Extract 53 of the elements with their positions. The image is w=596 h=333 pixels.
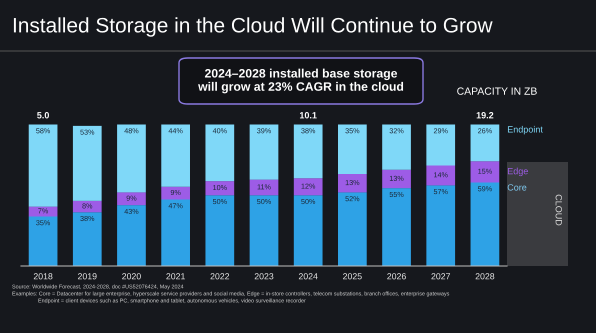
x-tick-label: 2024 xyxy=(298,273,318,280)
text: 10.1 xyxy=(300,112,317,118)
x-tick-label: 2018 xyxy=(34,273,52,280)
bar xyxy=(382,170,411,188)
bar xyxy=(161,186,190,200)
x-tick-label: 2021 xyxy=(166,273,185,280)
text: 19.2 xyxy=(476,112,494,118)
bar xyxy=(72,212,102,266)
bar xyxy=(470,161,500,183)
x-tick-label: 2026 xyxy=(387,273,406,280)
bar xyxy=(250,180,278,196)
bar xyxy=(205,124,234,182)
bar xyxy=(117,124,146,192)
bar xyxy=(294,178,323,196)
x-tick-label: 2023 xyxy=(254,273,274,280)
series-label: Edge xyxy=(508,168,528,176)
bar xyxy=(72,126,102,201)
bar xyxy=(338,192,367,266)
series-label: Core xyxy=(508,184,526,191)
bar xyxy=(250,195,278,266)
bar xyxy=(28,206,58,216)
bar xyxy=(426,166,456,186)
bar xyxy=(294,195,323,266)
bar xyxy=(250,124,278,180)
bar xyxy=(338,174,367,192)
bar xyxy=(470,124,500,162)
bar xyxy=(161,124,190,187)
bar xyxy=(28,124,58,207)
bar xyxy=(205,195,234,266)
bar xyxy=(382,124,411,170)
series-label: Endpoint xyxy=(508,126,543,134)
x-tick-label: 2025 xyxy=(343,273,362,280)
bar xyxy=(205,181,234,196)
x-tick-label: 2028 xyxy=(476,273,494,280)
bar xyxy=(117,205,146,266)
bar xyxy=(294,124,323,178)
bar xyxy=(338,124,367,174)
text: 2024–2028 installed base storage will grow at 23% CAGR in the cloud xyxy=(198,68,404,94)
bar xyxy=(161,199,190,266)
bar xyxy=(426,124,456,166)
text: 5.0 xyxy=(37,112,49,118)
bar xyxy=(382,188,411,266)
text: CLOUD xyxy=(556,194,562,226)
bar xyxy=(426,185,456,266)
bar xyxy=(117,192,146,206)
x-tick-label: 2019 xyxy=(78,273,97,280)
x-tick-label: 2022 xyxy=(210,273,230,280)
bar xyxy=(72,200,102,212)
bar xyxy=(28,216,58,266)
chart-title: Installed Storage in the Cloud Will Continue to Grow xyxy=(14,17,493,37)
x-tick-label: 2027 xyxy=(431,273,450,280)
text: CAPACITY IN ZB xyxy=(457,87,537,95)
x-tick-label: 2020 xyxy=(122,273,141,280)
